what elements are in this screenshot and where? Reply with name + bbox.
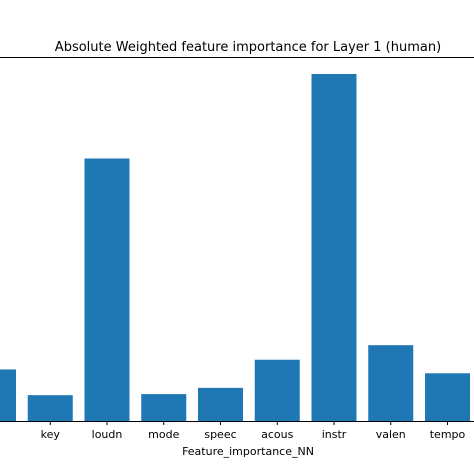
x-tick-label: valen (376, 428, 406, 441)
bar-gy (0, 369, 16, 421)
chart-title: Absolute Weighted feature importance for… (55, 40, 441, 55)
x-axis-label: Feature_importance_NN (182, 445, 314, 458)
x-tick-label: tempo (430, 428, 466, 441)
bar-instr (311, 74, 357, 421)
x-tick-label: loudn (92, 428, 123, 441)
x-tick-label: gy (0, 428, 1, 441)
bar-key (27, 395, 73, 421)
x-tick-label: speec (204, 428, 236, 441)
x-ticks-group: gy key loudn mode speec acous instr valen tempo (0, 421, 466, 441)
bar-loudn (84, 158, 130, 422)
bars-group (0, 74, 470, 422)
x-tick-label: mode (148, 428, 179, 441)
x-tick-label: acous (261, 428, 293, 441)
bar-acous (254, 359, 300, 421)
bar-mode (141, 394, 187, 421)
x-tick-label: key (41, 428, 61, 441)
bar-speec (198, 387, 243, 421)
bar-tempo (425, 373, 470, 421)
bar-valen (368, 345, 414, 421)
x-tick-label: instr (322, 428, 347, 441)
